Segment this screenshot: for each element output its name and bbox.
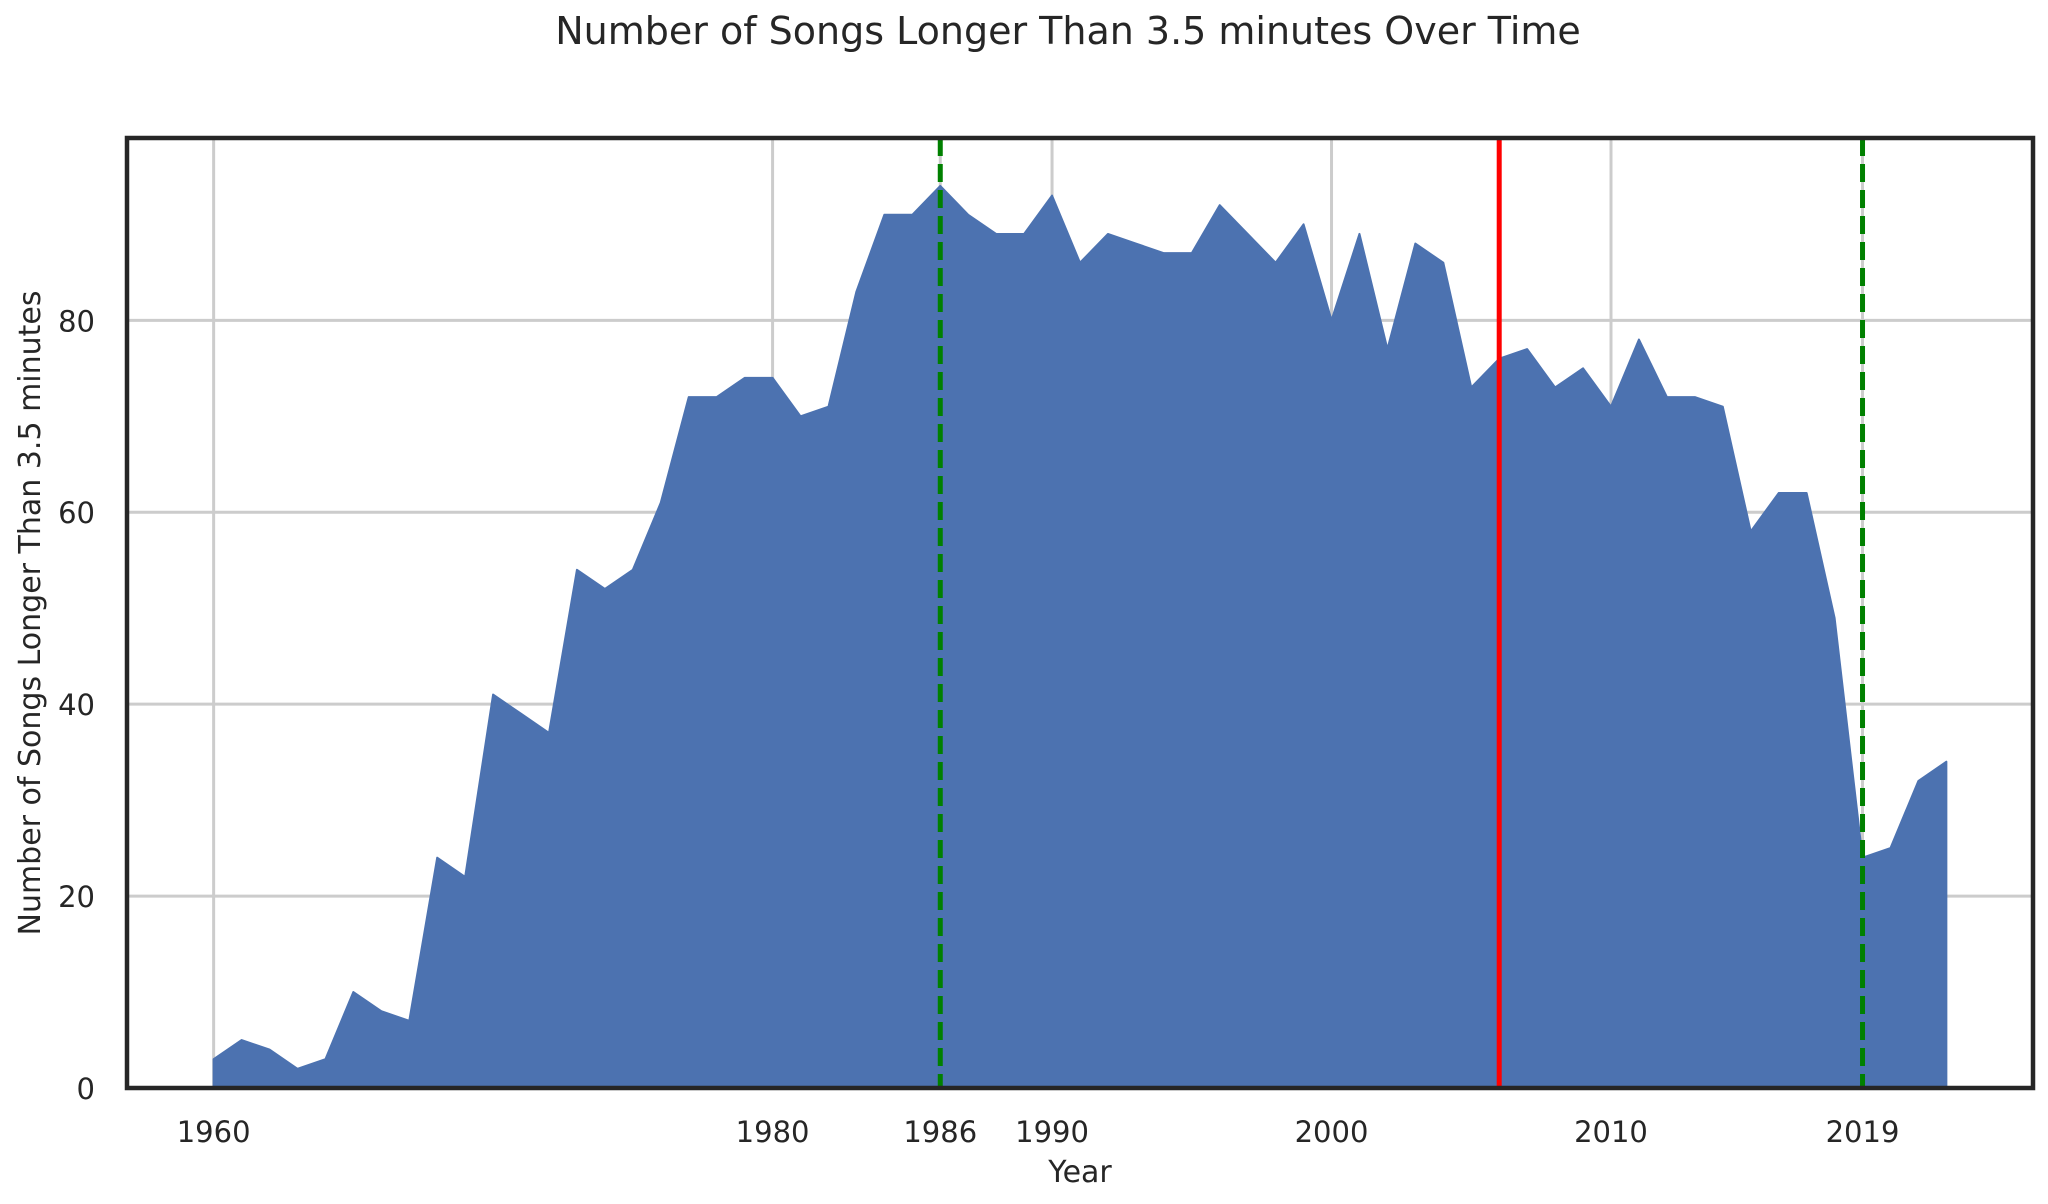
data-point <box>1917 780 1919 782</box>
data-point <box>464 876 466 878</box>
data-point <box>1331 319 1333 321</box>
data-point <box>1582 367 1584 369</box>
data-point <box>1023 233 1025 235</box>
data-point <box>1386 348 1388 350</box>
data-point <box>408 1020 410 1022</box>
y-tick-label: 0 <box>77 1072 95 1106</box>
data-point <box>1079 262 1081 264</box>
x-tick-label: 1990 <box>1015 1115 1089 1149</box>
data-point <box>688 396 690 398</box>
data-point <box>939 185 941 187</box>
data-point <box>911 214 913 216</box>
data-point <box>296 1068 298 1070</box>
data-point <box>800 415 802 417</box>
data-point <box>380 1010 382 1012</box>
data-point <box>632 569 634 571</box>
data-point <box>1526 348 1528 350</box>
data-point <box>241 1039 243 1041</box>
data-point <box>855 291 857 293</box>
data-point <box>576 569 578 571</box>
data-point <box>660 502 662 504</box>
x-tick-label: 1960 <box>177 1115 251 1149</box>
data-point <box>1694 396 1696 398</box>
data-point <box>269 1049 271 1051</box>
data-point <box>1051 195 1053 197</box>
data-point <box>1666 396 1668 398</box>
y-tick-label: 40 <box>58 688 95 722</box>
data-point <box>1945 761 1947 763</box>
data-point <box>604 588 606 590</box>
data-point <box>1303 223 1305 225</box>
reference-lines <box>937 138 1866 1088</box>
chart-title: Number of Songs Longer Than 3.5 minutes … <box>555 9 1581 53</box>
y-tick-label: 20 <box>58 880 95 914</box>
x-axis-label: Year <box>1047 1155 1112 1190</box>
data-point <box>492 694 494 696</box>
data-point <box>1414 243 1416 245</box>
data-point <box>1638 339 1640 341</box>
data-point <box>1722 406 1724 408</box>
data-point <box>1778 492 1780 494</box>
data-point <box>995 233 997 235</box>
data-point <box>324 1058 326 1060</box>
data-point <box>827 406 829 408</box>
data-point <box>548 732 550 734</box>
data-point <box>352 991 354 993</box>
data-point <box>744 377 746 379</box>
data-point <box>1610 406 1612 408</box>
data-point <box>1247 233 1249 235</box>
data-point <box>1191 252 1193 254</box>
data-point <box>1806 492 1808 494</box>
plot-area <box>212 184 1948 1089</box>
data-point <box>1442 262 1444 264</box>
data-point <box>1163 252 1165 254</box>
data-point <box>1750 530 1752 532</box>
data-point <box>1275 262 1277 264</box>
plot-frame <box>124 135 2036 1091</box>
data-point <box>883 214 885 216</box>
area-series <box>212 184 1948 1089</box>
x-tick-label: 2019 <box>1826 1115 1900 1149</box>
y-tick-label: 60 <box>58 496 95 530</box>
x-tick-label: 1986 <box>903 1115 977 1149</box>
data-point <box>1135 243 1137 245</box>
y-axis-label: Number of Songs Longer Than 3.5 minutes <box>13 291 48 936</box>
data-point <box>213 1058 215 1060</box>
data-point <box>1358 233 1360 235</box>
data-point <box>436 857 438 859</box>
data-point <box>1834 617 1836 619</box>
data-point <box>967 214 969 216</box>
data-point <box>1554 386 1556 388</box>
data-point <box>772 377 774 379</box>
x-tick-label: 2000 <box>1295 1115 1369 1149</box>
data-point <box>1107 233 1109 235</box>
data-point <box>1889 847 1891 849</box>
data-point <box>1470 386 1472 388</box>
x-tick-label: 1980 <box>736 1115 810 1149</box>
data-point <box>520 713 522 715</box>
y-tick-label: 80 <box>58 304 95 338</box>
data-point <box>1219 204 1221 206</box>
data-point <box>716 396 718 398</box>
x-tick-label: 2010 <box>1574 1115 1648 1149</box>
tick-labels: 1960 1980 1986 1990 2000 2010 2019 0 20 40 60 80 <box>58 304 1899 1149</box>
